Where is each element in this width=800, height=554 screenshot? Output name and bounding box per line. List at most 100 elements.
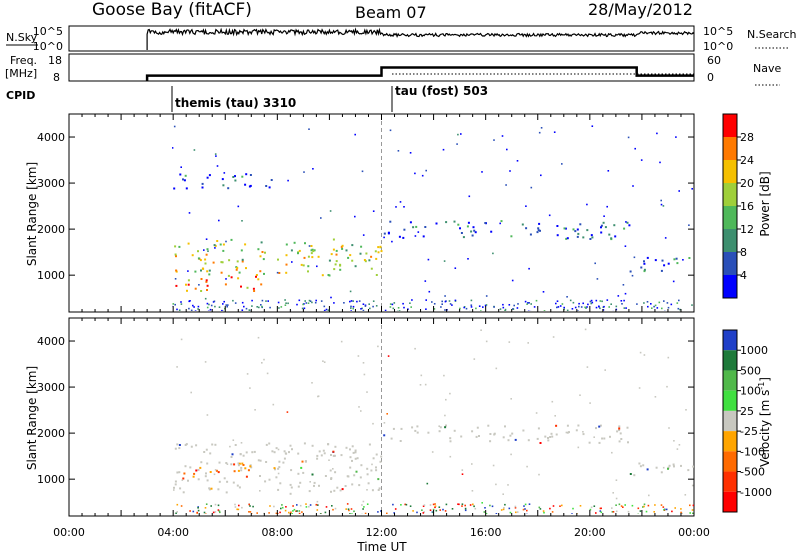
echo-cell — [334, 471, 337, 474]
echo-cell — [514, 507, 517, 509]
echo-cell — [599, 510, 602, 512]
nsky-panel-frame — [68, 25, 695, 52]
echo-cell — [157, 210, 159, 212]
echo-cell — [182, 477, 185, 480]
echo-cell — [389, 220, 392, 223]
colorbar-swatch — [723, 350, 737, 371]
echo-cell — [202, 267, 205, 270]
echo-cell — [346, 503, 349, 505]
echo-cell — [332, 238, 335, 241]
echo-cell — [206, 248, 209, 251]
echo-cell — [453, 220, 456, 223]
echo-cell — [654, 259, 657, 262]
echo-cell — [411, 426, 414, 429]
echo-cell — [460, 232, 463, 234]
echo-cell — [218, 510, 221, 512]
echo-cell — [471, 503, 474, 506]
echo-cell — [502, 436, 505, 439]
echo-cell — [191, 254, 194, 257]
echo-cell — [617, 295, 620, 297]
echo-cell — [586, 229, 589, 232]
echo-cell — [203, 451, 206, 453]
echo-cell — [379, 460, 382, 463]
echo-cell — [215, 469, 218, 472]
echo-cell — [492, 252, 494, 255]
echo-cell — [463, 306, 465, 309]
echo-cell — [158, 448, 160, 450]
echo-cell — [318, 450, 321, 453]
echo-cell — [205, 503, 208, 505]
echo-cell — [197, 509, 200, 512]
nsky-tick-bottom: 10^0 — [33, 40, 63, 53]
echo-cell — [572, 301, 575, 304]
echo-cell — [586, 366, 589, 368]
echo-cell — [685, 409, 687, 411]
echo-cell — [354, 265, 357, 268]
echo-cell — [333, 302, 335, 304]
echo-cell — [285, 254, 288, 257]
echo-cell — [410, 306, 412, 308]
echo-cell — [256, 512, 258, 514]
echo-cell — [575, 429, 578, 432]
echo-cell — [538, 473, 540, 476]
echo-cell — [253, 450, 256, 453]
echo-cell — [361, 307, 363, 310]
echo-cell — [591, 236, 594, 239]
echo-cell — [377, 345, 379, 348]
echo-cell — [238, 462, 241, 465]
echo-cell — [523, 505, 525, 507]
echo-cell — [297, 452, 300, 455]
echo-cell — [377, 251, 380, 254]
echo-cell — [568, 431, 570, 434]
echo-cell — [159, 429, 161, 431]
echo-cell — [465, 307, 468, 310]
echo-cell — [393, 512, 395, 514]
echo-cell — [638, 387, 641, 389]
echo-cell — [664, 310, 666, 311]
echo-cell — [178, 309, 181, 311]
velocity-colorbar-tick-label: 25 — [740, 405, 754, 418]
echo-cell — [197, 257, 200, 260]
echo-cell — [363, 373, 366, 376]
echo-cell — [377, 246, 380, 249]
echo-cell — [153, 419, 155, 421]
echo-cell — [311, 256, 314, 259]
echo-cell — [353, 510, 355, 513]
echo-cell — [279, 511, 281, 514]
echo-cell — [566, 237, 569, 240]
echo-cell — [174, 278, 177, 280]
echo-cell — [218, 461, 221, 464]
echo-cell — [397, 150, 400, 152]
x-axis-label: Time UT — [356, 540, 407, 554]
echo-cell — [579, 223, 582, 226]
echo-cell — [522, 508, 525, 511]
echo-cell — [595, 427, 597, 430]
echo-cell — [403, 206, 405, 208]
echo-cell — [421, 509, 423, 511]
echo-cell — [303, 171, 305, 173]
echo-cell — [210, 487, 213, 490]
echo-cell — [681, 512, 683, 514]
echo-cell — [333, 454, 336, 457]
echo-cell — [219, 511, 221, 514]
echo-cell — [260, 241, 263, 244]
echo-cell — [424, 280, 427, 282]
echo-cell — [582, 236, 585, 239]
echo-cell — [328, 274, 331, 277]
echo-cell — [528, 302, 530, 304]
echo-cell — [548, 214, 551, 217]
echo-cell — [500, 509, 503, 511]
echo-cell — [241, 309, 244, 311]
echo-cell — [670, 303, 673, 306]
echo-cell — [555, 424, 558, 427]
echo-cell — [459, 307, 461, 310]
echo-cell — [557, 306, 560, 308]
echo-cell — [677, 307, 680, 310]
echo-cell — [615, 479, 618, 481]
echo-cell — [228, 259, 231, 262]
echo-cell — [417, 231, 420, 233]
echo-cell — [489, 504, 491, 507]
echo-cell — [443, 374, 445, 377]
nsearch-tick-bottom: 10^0 — [703, 40, 733, 53]
echo-cell — [219, 243, 222, 246]
